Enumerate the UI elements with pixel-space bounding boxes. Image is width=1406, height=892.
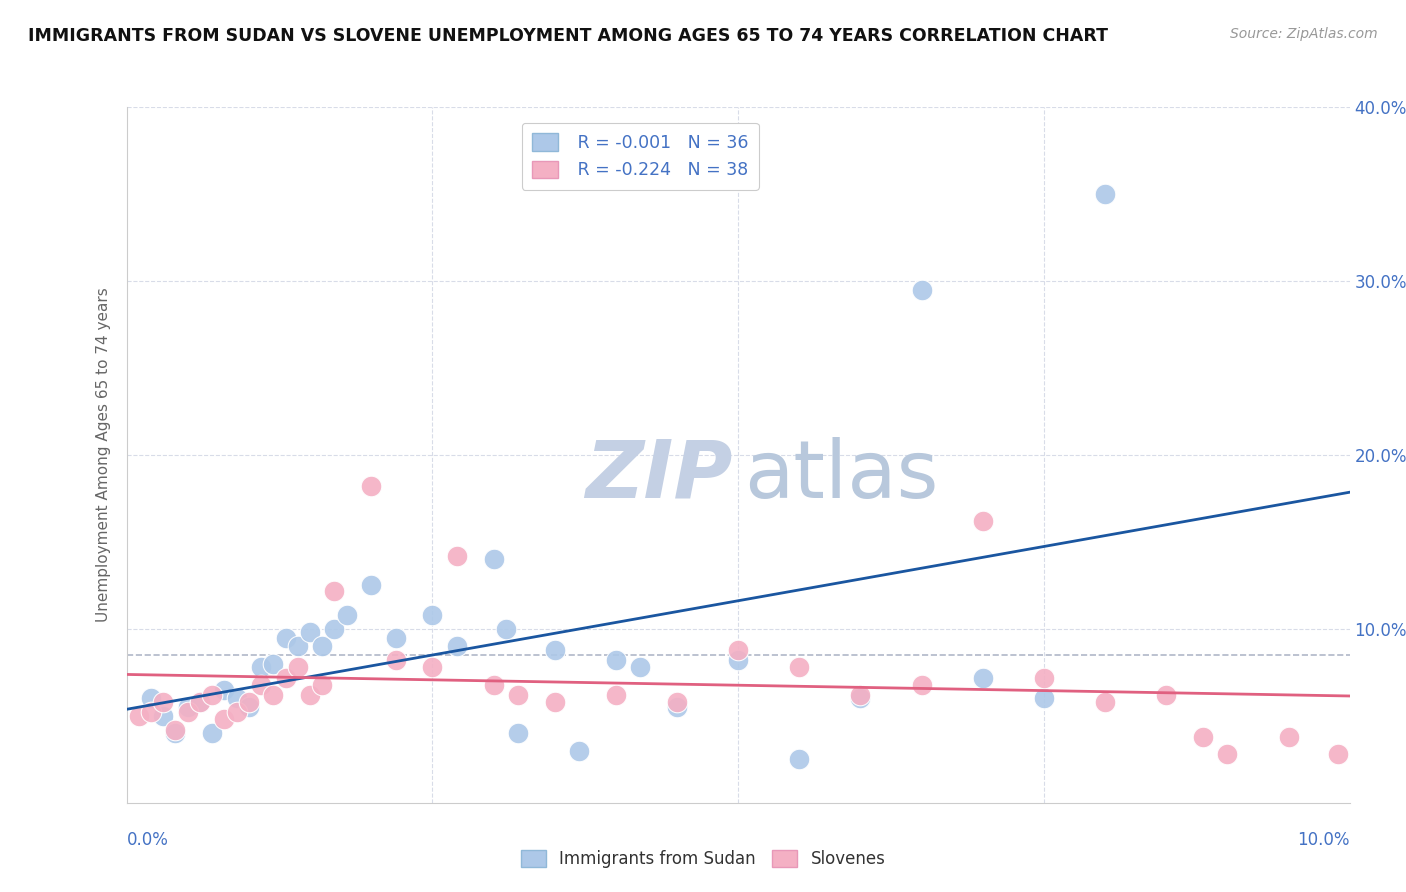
Point [165, 726, 187, 740]
Legend: Immigrants from Sudan, Slovenes: Immigrants from Sudan, Slovenes [515, 843, 891, 875]
Point [544, 642, 567, 657]
Point [1094, 187, 1116, 202]
Y-axis label: Unemployment Among Ages 65 to 74 years: Unemployment Among Ages 65 to 74 years [96, 287, 111, 623]
Point [1156, 688, 1178, 702]
Point [446, 549, 468, 563]
Point [188, 695, 211, 709]
Point [727, 653, 749, 667]
Point [336, 607, 359, 622]
Point [506, 688, 529, 702]
Point [1033, 671, 1056, 685]
Point [201, 726, 224, 740]
Point [384, 653, 406, 667]
Point [1278, 730, 1301, 744]
Point [274, 671, 297, 685]
Point [311, 677, 333, 691]
Point [911, 677, 934, 691]
Point [177, 706, 200, 720]
Point [262, 657, 284, 671]
Point [1216, 747, 1239, 761]
Point [628, 660, 651, 674]
Point [506, 726, 529, 740]
Point [201, 688, 224, 702]
Point [188, 695, 211, 709]
Point [1033, 691, 1056, 706]
Point [311, 639, 333, 653]
Point [849, 691, 872, 706]
Point [139, 691, 162, 706]
Point [152, 695, 174, 709]
Point [360, 479, 382, 493]
Point [225, 706, 247, 720]
Point [568, 744, 591, 758]
Text: ZIP: ZIP [585, 437, 733, 515]
Point [727, 642, 749, 657]
Point [972, 514, 994, 528]
Point [287, 639, 309, 653]
Point [262, 688, 284, 702]
Point [911, 283, 934, 297]
Point [214, 682, 236, 697]
Point [165, 723, 187, 737]
Point [422, 660, 444, 674]
Point [422, 607, 444, 622]
Point [666, 695, 689, 709]
Text: 10.0%: 10.0% [1298, 830, 1350, 848]
Point [1326, 747, 1348, 761]
Point [238, 700, 260, 714]
Point [789, 752, 811, 766]
Point [972, 671, 994, 685]
Point [1192, 730, 1215, 744]
Point [1094, 695, 1116, 709]
Point [605, 653, 627, 667]
Point [789, 660, 811, 674]
Point [446, 639, 468, 653]
Point [152, 708, 174, 723]
Text: Source: ZipAtlas.com: Source: ZipAtlas.com [1230, 27, 1378, 41]
Text: atlas: atlas [744, 437, 939, 515]
Point [323, 622, 346, 636]
Point [482, 552, 505, 566]
Point [544, 695, 567, 709]
Point [177, 700, 200, 714]
Point [299, 688, 322, 702]
Point [360, 578, 382, 592]
Point [323, 583, 346, 598]
Point [482, 677, 505, 691]
Point [250, 660, 273, 674]
Point [274, 631, 297, 645]
Point [214, 712, 236, 726]
Point [238, 695, 260, 709]
Point [287, 660, 309, 674]
Text: 0.0%: 0.0% [127, 830, 169, 848]
Point [495, 622, 517, 636]
Point [128, 708, 150, 723]
Point [849, 688, 872, 702]
Text: IMMIGRANTS FROM SUDAN VS SLOVENE UNEMPLOYMENT AMONG AGES 65 TO 74 YEARS CORRELAT: IMMIGRANTS FROM SUDAN VS SLOVENE UNEMPLO… [28, 27, 1108, 45]
Point [666, 700, 689, 714]
Point [139, 706, 162, 720]
Point [250, 677, 273, 691]
Legend:  R = -0.001   N = 36,  R = -0.224   N = 38: R = -0.001 N = 36, R = -0.224 N = 38 [522, 123, 759, 190]
Point [605, 688, 627, 702]
Point [299, 625, 322, 640]
Point [225, 691, 247, 706]
Point [384, 631, 406, 645]
